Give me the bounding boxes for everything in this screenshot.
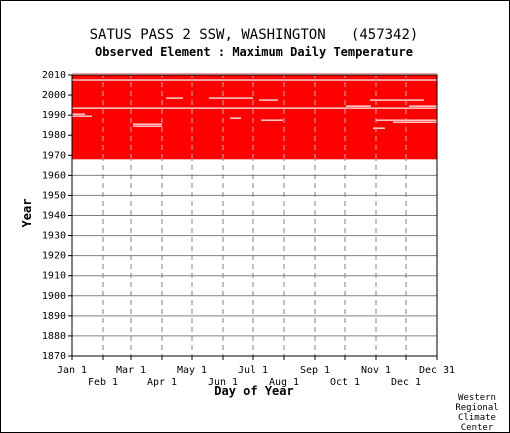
y-tick-label: 1890	[42, 311, 66, 322]
credit-line-4: Center	[461, 423, 494, 432]
missing-data-segment	[72, 113, 85, 115]
missing-data-segment	[409, 105, 437, 107]
y-tick-label: 1990	[42, 110, 66, 121]
missing-data-segment	[72, 107, 437, 109]
y-tick-label: 1940	[42, 211, 66, 222]
x-tick-label: Mar 1	[116, 365, 146, 376]
missing-data-segment	[230, 117, 241, 119]
y-tick-label: 1950	[42, 190, 66, 201]
credit-line-3: Climate	[458, 413, 496, 423]
x-tick-label: Dec 31	[419, 365, 455, 376]
x-tick-label: Oct 1	[330, 377, 360, 388]
x-axis-ticks: Jan 1 Mar 1 May 1 Jul 1 Sep 1 Nov 1 Dec 31 Feb …	[57, 356, 455, 388]
y-tick-label: 1980	[42, 130, 66, 141]
x-tick-label: Jun 1	[208, 377, 238, 388]
missing-data-segment	[72, 73, 437, 75]
missing-data-segment	[72, 115, 92, 117]
x-tick-label: Jan 1	[57, 365, 87, 376]
y-axis-ticks: 2010 2000 1990 1980 1970 1960 1950 1940 1930 1920…	[42, 70, 72, 362]
missing-data-segment	[133, 125, 162, 127]
y-tick-label: 2010	[42, 70, 66, 81]
y-tick-label: 2000	[42, 90, 66, 101]
missing-data-segment	[166, 97, 183, 99]
missing-data-segment	[261, 119, 283, 121]
missing-data-segment	[259, 99, 278, 101]
credit-line-2: Regional	[455, 403, 498, 413]
y-tick-label: 1880	[42, 331, 66, 342]
y-tick-label: 1930	[42, 231, 66, 242]
x-tick-label: Sep 1	[300, 365, 330, 376]
chart-subtitle: Observed Element : Maximum Daily Tempera…	[95, 45, 413, 59]
missing-data-segment	[209, 97, 253, 99]
chart-title: SATUS PASS 2 SSW, WASHINGTON (457342)	[90, 27, 419, 43]
y-tick-label: 1910	[42, 271, 66, 282]
x-tick-label: Jul 1	[238, 365, 268, 376]
y-tick-label: 1960	[42, 170, 66, 181]
missing-data-segment	[346, 105, 371, 107]
y-tick-label: 1920	[42, 251, 66, 262]
x-tick-label: May 1	[177, 365, 207, 376]
missing-data-segment	[370, 99, 424, 101]
data-coverage-block	[72, 72, 437, 160]
y-tick-label: 1900	[42, 291, 66, 302]
x-tick-label: Aug 1	[269, 377, 299, 388]
data-coverage	[72, 72, 437, 160]
x-tick-label: Dec 1	[391, 377, 421, 388]
x-tick-label: Nov 1	[361, 365, 391, 376]
x-axis-label: Day of Year	[214, 384, 293, 398]
y-tick-label: 1970	[42, 150, 66, 161]
missing-data-segment	[393, 121, 437, 123]
x-tick-label: Apr 1	[147, 377, 177, 388]
missing-data-segment	[133, 123, 162, 125]
missing-data-segment	[373, 127, 385, 129]
y-tick-label: 1870	[42, 351, 66, 362]
credit-line-1: Western	[458, 393, 496, 403]
x-tick-label: Feb 1	[88, 377, 118, 388]
y-axis-label: Year	[20, 199, 34, 228]
missing-data-segment	[72, 79, 437, 81]
